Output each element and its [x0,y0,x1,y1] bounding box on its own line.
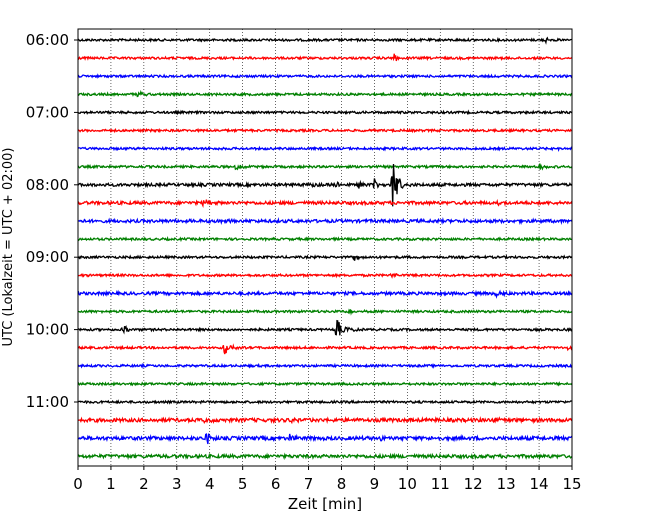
y-tick-label: 06:00 [26,31,69,49]
trace-0630 [77,73,573,79]
plot-area [78,29,572,466]
x-tick-label: 9 [370,475,380,493]
x-tick-label: 7 [304,475,314,493]
x-tick-label: 8 [337,475,347,493]
trace-1130 [77,433,573,445]
y-tick-label: 07:00 [26,103,69,121]
trace-1015 [77,343,573,355]
trace-1145 [77,452,573,461]
trace-0600 [77,36,572,45]
trace-0800 [77,163,573,207]
x-tick-label: 6 [271,475,281,493]
x-tick-label: 1 [106,475,116,493]
trace-0830 [77,216,573,225]
trace-0645 [77,89,573,98]
trace-0845 [77,236,573,243]
y-axis: 06:00 07:00 08:00 09:00 10:00 11:00 [26,31,78,411]
x-tick-label: 10 [398,475,417,493]
y-axis-label: UTC (Lokalzeit = UTC + 02:00) [1,148,16,347]
y-tick-label: 10:00 [26,321,69,339]
trace-group [77,36,573,461]
trace-0700 [77,109,573,116]
y-tick-label: 11:00 [26,393,69,411]
trace-0730 [77,145,573,153]
x-axis-label: Zeit [min] [288,495,362,513]
x-tick-label: 11 [431,475,450,493]
x-tick-label: 3 [172,475,182,493]
trace-1100 [77,399,573,405]
trace-1030 [77,362,573,369]
trace-0915 [77,272,573,279]
y-tick-label: 08:00 [26,176,69,194]
grid-lines [110,29,540,466]
x-tick-label: 14 [530,475,549,493]
trace-0900 [77,254,573,261]
trace-0715 [77,127,573,134]
trace-1115 [77,415,573,425]
trace-1000 [77,319,573,336]
plot-frame [77,28,573,467]
trace-1045 [77,381,573,387]
trace-0815 [77,198,573,209]
x-tick-label: 0 [73,475,83,493]
x-tick-label: 12 [464,475,483,493]
x-tick-label: 4 [205,475,215,493]
y-tick-label: 09:00 [26,248,69,266]
x-tick-label: 13 [497,475,516,493]
x-tick-label: 5 [238,475,248,493]
trace-0745 [77,162,573,171]
x-axis: 0 1 2 3 4 5 6 7 8 9 10 11 12 13 14 15 [73,466,582,493]
trace-0615 [77,53,573,62]
trace-0945 [77,308,573,316]
x-tick-label: 2 [139,475,149,493]
trace-0930 [77,289,573,299]
x-tick-label: 15 [562,475,581,493]
